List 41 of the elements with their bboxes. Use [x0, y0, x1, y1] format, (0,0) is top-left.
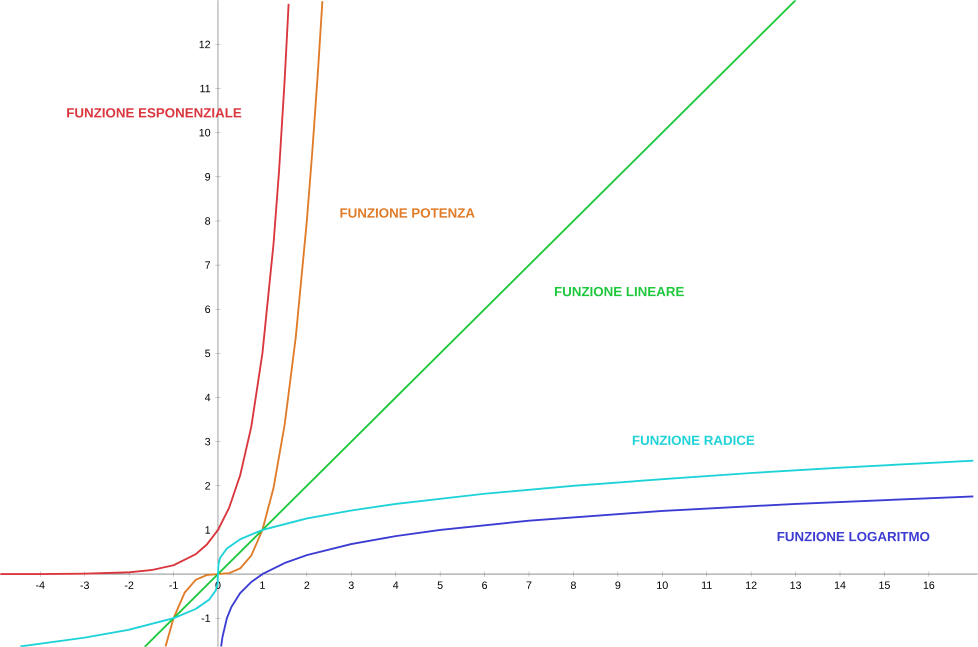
line-series	[0, 2, 290, 575]
x-tick-label: 4	[392, 581, 398, 589]
y-tick-label: 5	[205, 350, 210, 358]
y-tick-label: 6	[205, 305, 210, 313]
x-tick-label: 11	[702, 581, 712, 589]
y-tick-label: 3	[205, 438, 210, 446]
x-tick-label: -2	[124, 581, 134, 589]
x-tick-label: 8	[570, 581, 576, 589]
x-tick-label: 1	[260, 581, 265, 589]
line-series	[19, 460, 974, 647]
x-tick-label: -3	[80, 581, 89, 589]
y-tick-label: 1	[205, 526, 210, 534]
x-tick-label: 13	[790, 581, 802, 589]
text: FUNZIONE RADICE	[632, 436, 754, 445]
x-tick-label: 12	[746, 581, 757, 589]
x-tick-label: 7	[526, 581, 532, 589]
x-tick-label: 6	[482, 581, 488, 589]
x-tick-label: 14	[834, 581, 846, 589]
x-tick-label: 9	[615, 581, 620, 589]
x-tick-label: -1	[169, 581, 178, 589]
y-tick-label: -1	[202, 614, 210, 622]
y-tick-label: 11	[200, 84, 210, 92]
text: FUNZIONE LINEARE	[554, 286, 684, 296]
y-tick-label: 2	[205, 482, 210, 490]
text: FUNZIONE ESPONENZIALE	[67, 108, 242, 118]
text: FUNZIONE POTENZA	[340, 208, 475, 218]
x-tick-label: 10	[657, 581, 668, 589]
y-tick-label: 4	[204, 394, 210, 402]
y-tick-label: 12	[200, 40, 210, 48]
x-tick-label: -4	[36, 581, 45, 589]
y-tick-label: 9	[205, 172, 210, 181]
x-tick-label: 2	[304, 581, 310, 589]
y-tick-label: 8	[205, 217, 210, 225]
x-tick-label: 5	[438, 581, 443, 589]
y-tick-label: 7	[205, 261, 210, 269]
y-tick-label: 10	[200, 128, 210, 136]
line-series	[220, 495, 974, 647]
x-tick-label: 16	[924, 581, 934, 589]
x-tick-label: 15	[879, 581, 890, 589]
x-tick-label: 3	[348, 581, 354, 589]
text: FUNZIONE LOGARITMO	[778, 532, 930, 542]
